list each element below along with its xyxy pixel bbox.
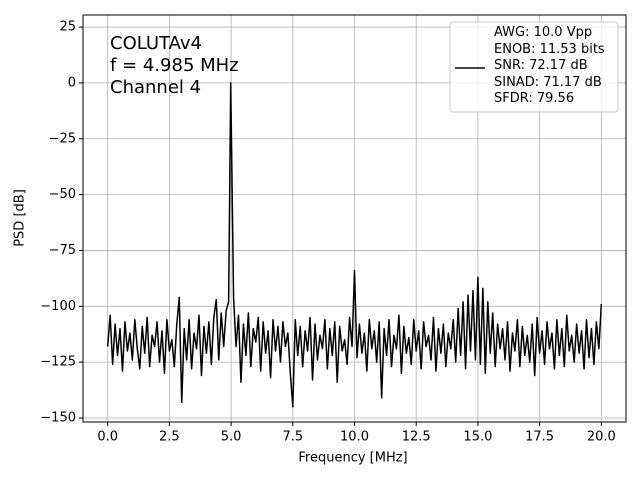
y-tick-label: −75 [49,243,76,258]
annotation: COLUTAv4 [110,33,202,54]
y-tick-label: −100 [40,299,76,314]
legend-box [449,21,619,113]
x-tick-label: 5.0 [221,430,242,445]
y-tick-label: 0 [68,75,76,90]
x-tick-label: 0.0 [97,430,118,445]
y-tick-label: −50 [49,187,76,202]
annotation: Channel 4 [110,77,201,98]
x-tick-label: 20.0 [587,430,616,445]
annotation: f = 4.985 MHz [110,55,239,76]
x-axis-label: Frequency [MHz] [298,451,407,466]
y-axis-label: PSD [dB] [13,189,28,247]
y-tick-label: −125 [40,355,76,370]
x-tick-label: 10.0 [340,430,369,445]
series-line [106,82,603,408]
x-tick-label: 12.5 [402,430,431,445]
x-tick-label: 2.5 [159,430,180,445]
x-tick-label: 15.0 [463,430,492,445]
y-tick-label: −25 [49,131,76,146]
y-tick-label: 25 [59,20,76,35]
y-tick-label: −150 [40,410,76,425]
plot-frame [82,14,627,423]
legend-label: AWG: 10.0 Vpp ENOB: 11.53 bits SNR: 72.1… [494,25,605,106]
x-tick-label: 17.5 [525,430,554,445]
x-tick-label: 7.5 [282,430,303,445]
